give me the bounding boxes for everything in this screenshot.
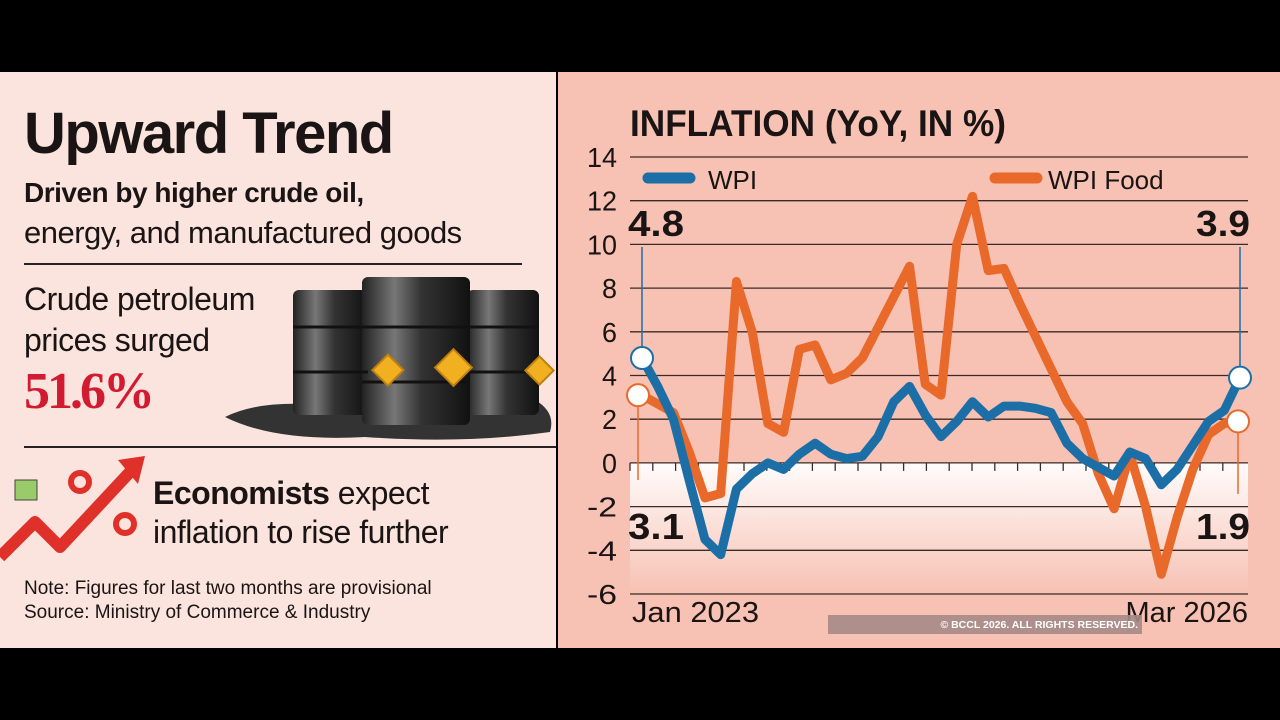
economists-text: Economists expect inflation to rise furt… <box>153 474 449 552</box>
start-value-label: 3.1 <box>628 506 684 547</box>
oil-barrels-illustration <box>225 277 556 440</box>
source: Source: Ministry of Commerce & Industry <box>24 602 371 623</box>
rising-percent-arrow-icon <box>0 456 145 562</box>
subhead-regular: energy, and manufactured goods <box>24 215 462 250</box>
crude-text-line1: Crude petroleum <box>24 281 255 317</box>
copyright-bar <box>828 615 1142 634</box>
start-value-label: 4.8 <box>628 203 684 244</box>
endpoint-marker <box>1226 409 1250 434</box>
endpoint-marker <box>630 346 654 371</box>
y-tick-label: 12 <box>587 186 617 217</box>
legend-label: WPI <box>708 165 757 195</box>
y-tick-label: 6 <box>602 317 617 348</box>
barrel <box>362 277 470 425</box>
y-tick-label: 10 <box>587 229 617 260</box>
end-value-label: 1.9 <box>1196 506 1250 547</box>
economists-rest: expect <box>329 475 430 511</box>
divider <box>24 263 522 265</box>
barrel <box>467 290 539 415</box>
legend-label: WPI Food <box>1048 165 1164 195</box>
y-tick-label: -4 <box>587 535 617 566</box>
economists-line2: inflation to rise further <box>153 514 449 550</box>
oil-drop-icon <box>370 353 405 388</box>
end-value-label: 3.9 <box>1196 203 1250 244</box>
barrel <box>293 290 368 415</box>
subhead-bold: Driven by higher crude oil, <box>24 177 364 208</box>
note: Note: Figures for last two months are pr… <box>24 578 432 599</box>
crude-surge-value: 51.6% <box>24 363 155 420</box>
negative-region <box>630 462 1248 594</box>
divider <box>24 446 556 448</box>
y-tick-label: -2 <box>587 492 617 523</box>
chart-title: INFLATION (YoY, IN %) <box>630 103 1006 144</box>
copyright: © BCCL 2026. ALL RIGHTS RESERVED. <box>940 619 1138 631</box>
crude-text-line2: prices surged <box>24 322 210 358</box>
oil-drop-icon <box>433 347 474 388</box>
y-tick-label: 14 <box>587 142 617 173</box>
economists-bold: Economists <box>153 475 330 511</box>
y-tick-label: 0 <box>602 448 617 479</box>
left-panel: Upward Trend Driven by higher crude oil,… <box>0 72 556 648</box>
y-tick-label: 2 <box>602 404 617 435</box>
endpoint-marker <box>626 383 650 408</box>
y-tick-label: 8 <box>602 273 617 304</box>
headline: Upward Trend <box>24 101 394 166</box>
oil-drop-icon <box>523 354 556 387</box>
y-tick-label: -6 <box>587 579 617 610</box>
endpoint-marker <box>1228 365 1252 390</box>
x-end-label: Mar 2026 <box>1125 597 1248 629</box>
y-tick-label: 4 <box>602 361 617 392</box>
x-start-label: Jan 2023 <box>632 597 759 629</box>
